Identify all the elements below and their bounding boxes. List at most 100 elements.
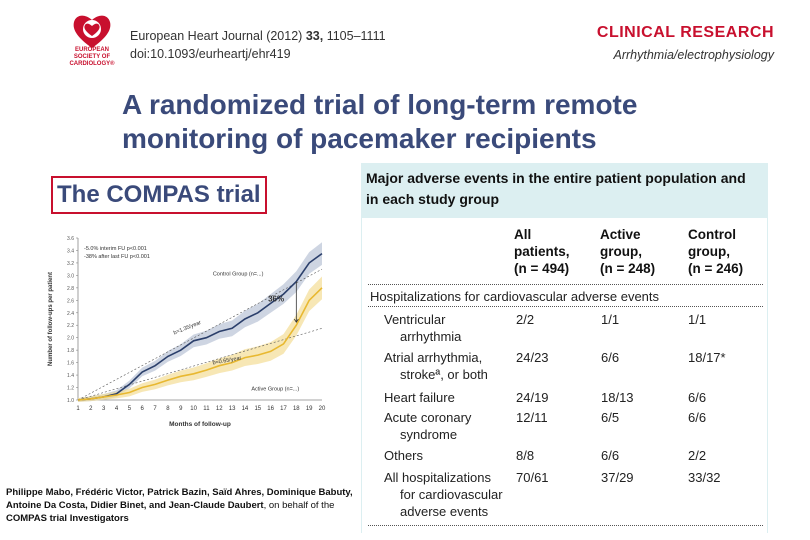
society-line-1: EUROPEAN [74,47,109,53]
row-label-ventricular: Ventricular arrhythmia [384,311,461,345]
column-header-active: Active group, (n = 248) [600,226,655,277]
col-control-line3: (n = 246) [688,261,744,276]
cell-ventricular-control: 1/1 [688,312,707,327]
y-tick-label: 1.2 [67,386,74,392]
category-label: CLINICAL RESEARCH [596,24,774,41]
col-control-line1: Control [688,227,736,242]
cell-atrial-active: 6/6 [601,350,620,365]
journal-citation: European Heart Journal (2012) 33, 1105–1… [130,27,386,63]
row-acs-l1: Acute coronary [384,410,472,425]
cell-acs-control: 6/6 [688,410,707,425]
y-tick-label: 2.0 [67,336,74,342]
journal-pages: 1105–1111 [326,29,386,43]
x-tick-label: 11 [203,406,210,412]
annotation-active-slope: b=0.65/year [212,355,242,366]
journal-doi: doi:10.1093/eurheartj/ehr419 [130,47,291,61]
row-label-all-hosp: All hospitalizations for cardiovascular … [384,469,503,520]
cell-acs-active: 6/5 [601,410,620,425]
trial-name-box: The COMPAS trial [51,176,267,214]
table-rule-section [368,306,763,307]
row-label-others: Others [384,448,424,463]
y-axis-label: Number of follow-ups per patient [48,272,54,366]
journal-volume: 33, [305,29,324,43]
x-axis-label: Months of follow-up [169,421,231,428]
cell-hf-all: 24/19 [516,390,549,405]
y-tick-label: 3.0 [67,273,74,279]
y-tick-label: 2.2 [67,323,74,329]
cell-others-active: 6/6 [601,448,620,463]
x-tick-label: 2 [89,406,93,412]
col-active-line2: group, [600,244,642,259]
cell-ventricular-all: 2/2 [516,312,535,327]
y-tick-label: 2.8 [67,286,74,292]
x-tick-label: 1 [76,406,80,412]
x-tick-label: 6 [141,406,145,412]
series-line-active [77,287,323,401]
col-control-line2: group, [688,244,730,259]
cell-hf-active: 18/13 [601,390,634,405]
cell-others-all: 8/8 [516,448,535,463]
society-name: EUROPEAN SOCIETY OF CARDIOLOGY® [62,47,122,68]
x-tick-label: 19 [306,406,313,412]
annotation-last: -38% after last FU p<0.001 [84,254,150,260]
y-tick-label: 1.4 [67,373,74,379]
society-line-2: SOCIETY OF [73,54,111,60]
table-title: Major adverse events in the entire patie… [366,170,746,207]
author-suffix: , on behalf of the [263,500,335,511]
row-ventricular-l2: arrhythmia [400,329,462,344]
row-allhosp-l2: for cardiovascular [400,487,503,502]
row-label-acs: Acute coronary syndrome [384,409,471,443]
x-tick-label: 3 [102,406,106,412]
col-active-line1: Active [600,227,641,242]
col-all-line1: All [514,227,532,242]
x-tick-label: 8 [166,406,170,412]
cell-hf-control: 6/6 [688,390,707,405]
x-tick-label: 16 [267,406,274,412]
cell-atrial-control: 18/17* [688,350,726,365]
table-rule-top [368,284,763,285]
esc-heart-logo [73,15,111,48]
row-atrial-l2: strokeª, or both [400,367,488,382]
article-title: A randomized trial of long-term remote m… [122,89,638,154]
x-tick-label: 14 [242,406,249,412]
y-tick-label: 3.6 [67,236,74,242]
row-label-atrial: Atrial arrhythmia, strokeª, or both [384,349,488,383]
x-tick-label: 7 [153,406,157,412]
x-tick-label: 15 [254,406,261,412]
row-ventricular-l1: Ventricular [384,312,446,327]
table-body [362,218,767,533]
cell-acs-all: 12/11 [516,410,548,425]
row-atrial-l1: Atrial arrhythmia, [384,350,483,365]
y-tick-label: 1.8 [67,348,74,354]
y-tick-label: 3.2 [67,261,74,267]
column-header-control: Control group, (n = 246) [688,226,743,277]
col-active-line3: (n = 248) [600,261,656,276]
row-acs-l2: syndrome [400,427,458,442]
followup-line-chart: 1.0 1.2 1.4 1.6 1.8 2.0 2.2 2.4 2.6 2.8 3.0 3.2 3.4 3… [48,236,326,428]
cell-atrial-all: 24/23 [516,350,549,365]
series-label-active: Active Group (n=...) [251,387,299,393]
author-names: Philippe Mabo, Frédéric Victor, Patrick … [6,487,353,511]
series-label-control: Control Group (n=...) [213,271,264,277]
annotation-interim: -5.0% interim FU p<0.001 [84,246,147,252]
y-tick-label: 2.4 [67,311,74,317]
society-line-3: CARDIOLOGY® [69,61,115,67]
y-tick-label: 2.6 [67,298,74,304]
y-tick-label: 1.6 [67,361,74,367]
x-tick-label: 17 [280,406,287,412]
section-heading: Hospitalizations for cardiovascular adve… [370,289,660,304]
subcategory-label: Arrhythmia/electrophysiology [613,48,775,62]
x-tick-label: 20 [319,406,326,412]
annotation-percent: 36% [268,295,284,304]
column-header-all: All patients, (n = 494) [514,226,570,277]
series-line-control [77,252,323,401]
cell-allhosp-control: 33/32 [688,470,721,485]
y-tick-label: 1.0 [67,398,74,404]
cell-allhosp-active: 37/29 [601,470,634,485]
col-all-line2: patients, [514,244,570,259]
x-tick-label: 5 [128,406,132,412]
x-tick-label: 4 [115,406,119,412]
difference-arrowhead [293,318,299,323]
table-rule-bottom [368,525,763,526]
cell-ventricular-active: 1/1 [601,312,620,327]
